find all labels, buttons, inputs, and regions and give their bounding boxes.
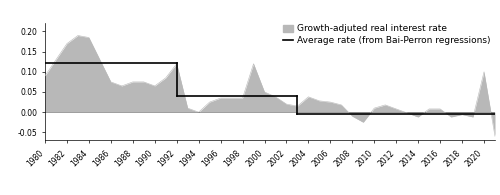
Legend: Growth-adjuted real interest rate, Average rate (from Bai-Perron regressions): Growth-adjuted real interest rate, Avera… (282, 24, 490, 45)
